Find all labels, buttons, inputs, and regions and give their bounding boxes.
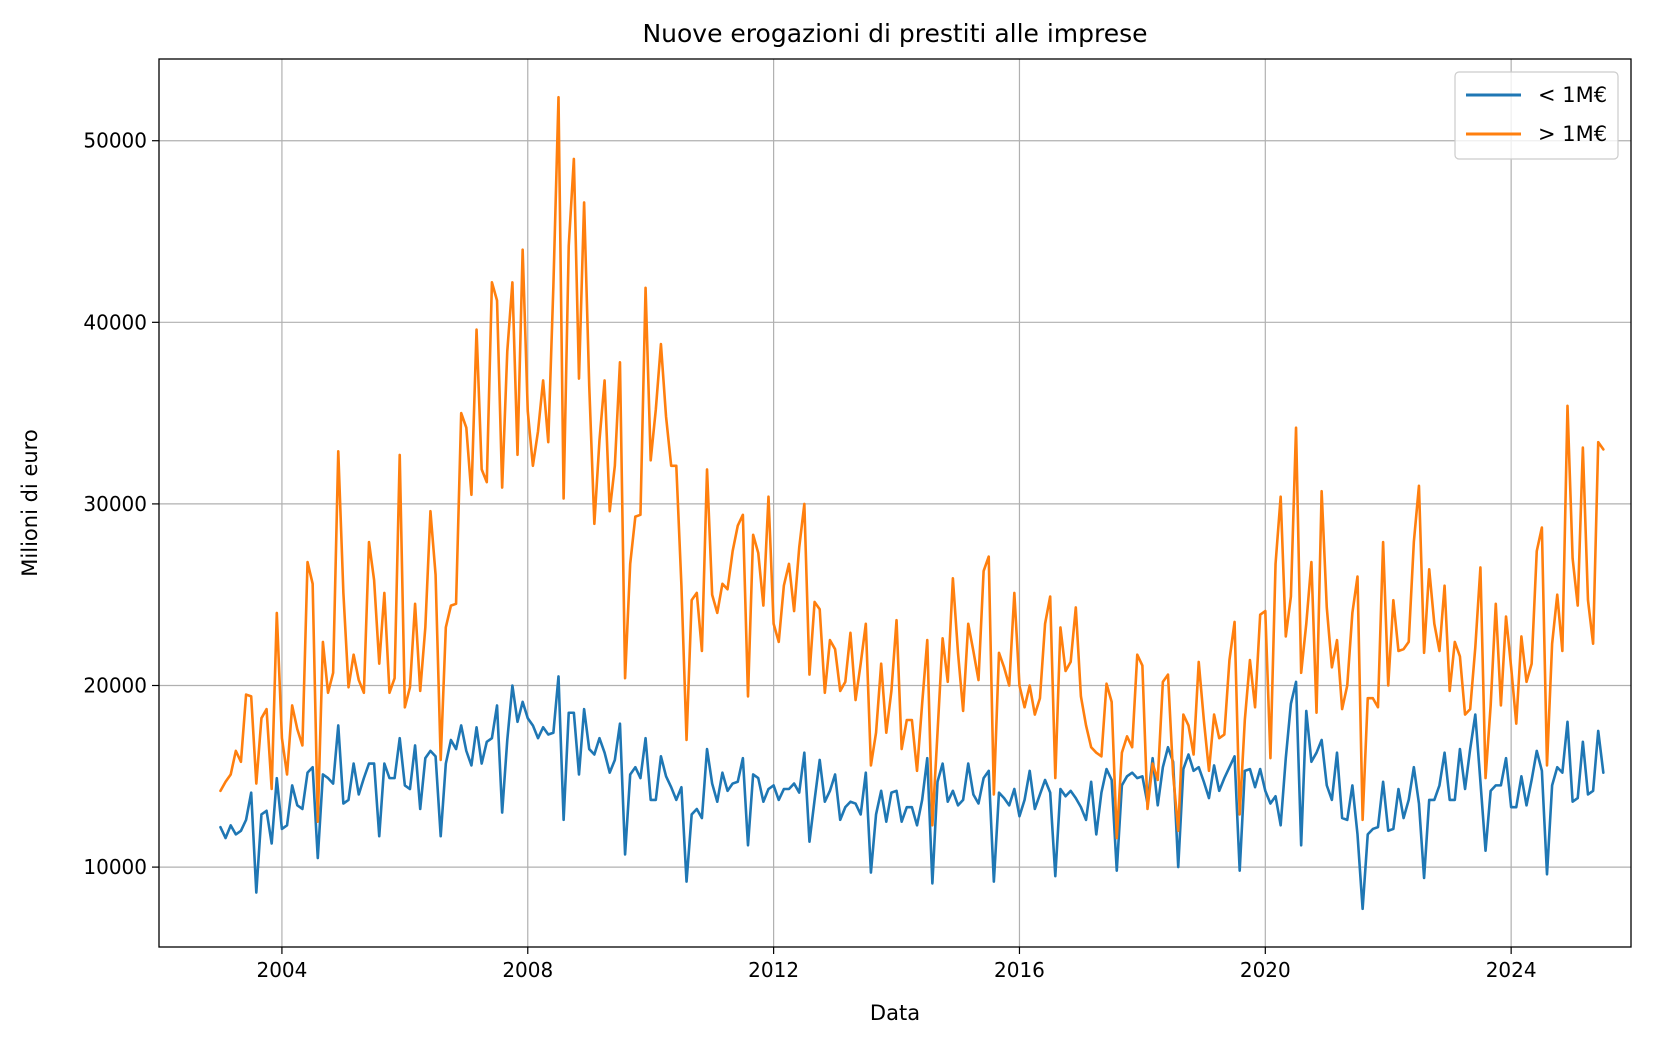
x-tick-label: 2004 xyxy=(256,958,307,982)
x-axis: 2004 2008 2012 2016 2020 2024 xyxy=(256,947,1537,982)
y-tick-label: 50000 xyxy=(83,129,147,153)
x-tick-label: 2012 xyxy=(748,958,799,982)
x-tick-label: 2020 xyxy=(1240,958,1291,982)
y-axis: 10000 20000 30000 40000 50000 xyxy=(83,129,159,879)
legend-label-series-2: > 1M€ xyxy=(1538,122,1607,146)
y-axis-label: Milioni di euro xyxy=(18,429,42,576)
y-tick-label: 20000 xyxy=(83,674,147,698)
x-tick-label: 2016 xyxy=(994,958,1045,982)
plot-frame xyxy=(158,58,1632,948)
series-layer xyxy=(219,95,1605,911)
x-axis-label: Data xyxy=(870,1001,920,1025)
y-tick-label: 40000 xyxy=(83,310,147,334)
chart-title: Nuove erogazioni di prestiti alle impres… xyxy=(642,19,1147,48)
x-tick-label: 2024 xyxy=(1486,958,1537,982)
series-line-2 xyxy=(219,95,1605,840)
legend-label-series-1: < 1M€ xyxy=(1538,83,1607,107)
x-tick-label: 2008 xyxy=(502,958,553,982)
legend: < 1M€ > 1M€ xyxy=(1454,71,1619,160)
y-tick-label: 10000 xyxy=(83,855,147,879)
y-tick-label: 30000 xyxy=(83,492,147,516)
series-line-1 xyxy=(219,675,1605,911)
